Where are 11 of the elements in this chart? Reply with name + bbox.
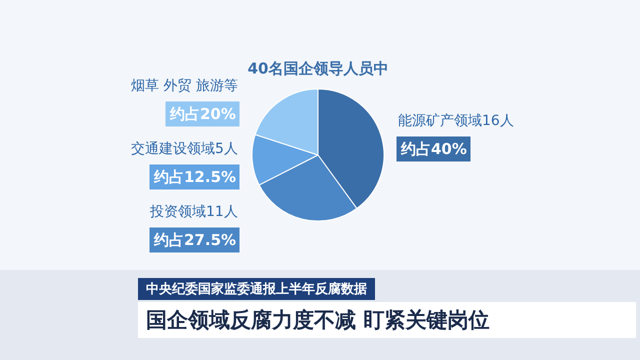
slice-label: 烟草 外贸 旅游等: [131, 78, 238, 94]
data-label: 约占20%: [169, 105, 236, 123]
data-label: 约占12.5%: [153, 168, 236, 186]
text: 中央纪委国家监委通报上半年反腐数据: [138, 278, 375, 300]
slice-label: 交通建设领域5人: [131, 141, 238, 157]
slice-label: 能源矿产领域16人: [398, 113, 514, 129]
data-label: 约占27.5%: [153, 231, 236, 249]
chart-title: 40名国企领导人员中: [248, 59, 388, 78]
data-label: 约占40%: [400, 140, 467, 158]
slice-label: 投资领域11人: [149, 204, 238, 220]
text: 国企领域反腐力度不减 盯紧关键岗位: [138, 302, 636, 338]
